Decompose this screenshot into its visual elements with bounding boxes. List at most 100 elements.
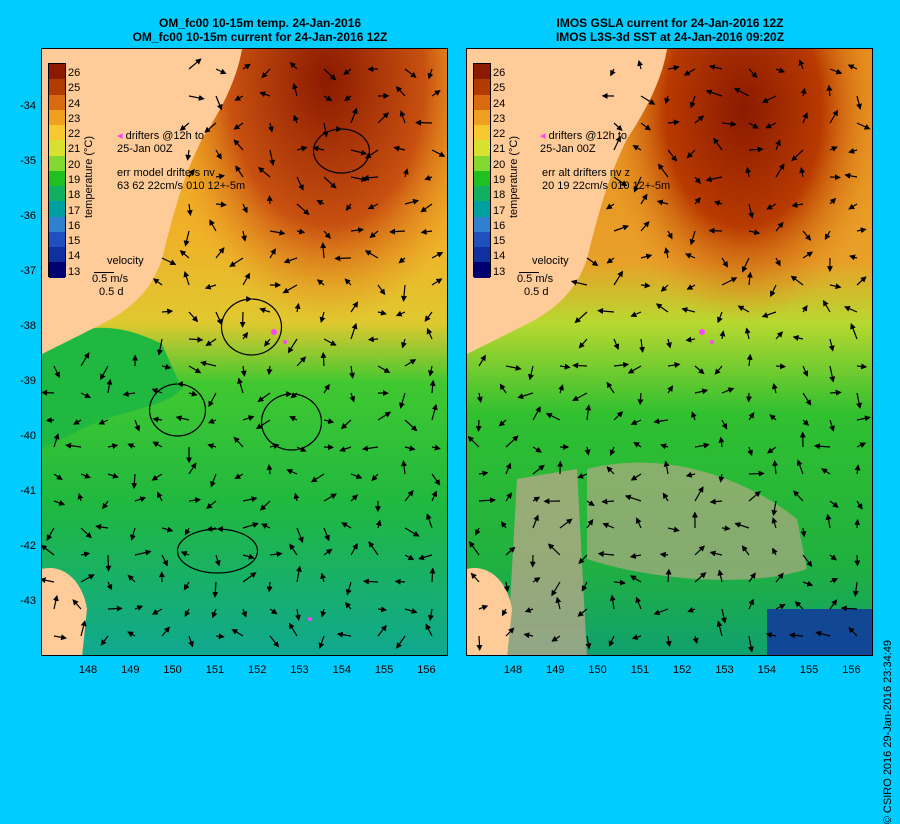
velocity-arrow — [270, 196, 271, 204]
colorbar-tick-label: 25 — [493, 83, 505, 94]
colorbar-swatch — [49, 262, 65, 277]
y-tick-label: -38 — [2, 320, 36, 332]
colorbar-swatch — [49, 171, 65, 186]
err-line1-right: err alt drifters nv z — [542, 167, 670, 180]
colorbar-tick-label: 20 — [68, 160, 80, 171]
colorbar-tick-label: 23 — [68, 114, 80, 125]
colorbar-swatch — [49, 125, 65, 140]
velocity-arrow — [573, 365, 587, 366]
x-tick-label: 153 — [285, 664, 315, 676]
colorbar-tick-label: 19 — [68, 175, 80, 186]
colorbar-right — [473, 63, 491, 277]
colorbar-swatch — [49, 232, 65, 247]
x-tick-label: 153 — [710, 664, 740, 676]
x-tick-label: 148 — [73, 664, 103, 676]
x-tick-label: 150 — [158, 664, 188, 676]
colorbar-tick-label: 14 — [493, 251, 505, 262]
y-tick-label: -39 — [2, 375, 36, 387]
colorbar-tick-label: 20 — [493, 160, 505, 171]
colorbar-tick-label: 14 — [68, 251, 80, 262]
err-line2-right: 20 19 22cm/s 010 12+-5m — [542, 180, 670, 193]
right-map-panel — [466, 48, 873, 656]
colorbar-tick-label: 15 — [493, 236, 505, 247]
velocity-arrow — [416, 123, 432, 124]
x-tick-label: 151 — [625, 664, 655, 676]
err-line2-left: 63 62 22cm/s 010 12+-5m — [117, 180, 245, 193]
velocity-arrow — [857, 555, 858, 565]
err-note-left: err model drifters nv 63 62 22cm/s 010 1… — [117, 167, 245, 193]
velocity-speed-right: 0.5 m/s — [517, 273, 569, 286]
colorbar-tick-label: 19 — [493, 175, 505, 186]
colorbar-tick-label: 13 — [68, 267, 80, 278]
x-tick-label: 151 — [200, 664, 230, 676]
colorbar-swatch — [49, 64, 65, 79]
copyright-stamp: © CSIRO 2016 29-Jan-2016 23:34:49 — [882, 640, 894, 824]
x-tick-label: 155 — [794, 664, 824, 676]
velocity-label-right: velocity — [517, 255, 569, 268]
right-map — [467, 49, 873, 656]
colorbar-tick-label: 22 — [68, 129, 80, 140]
drifters-line2-left: 25-Jan 00Z — [117, 143, 204, 156]
y-tick-label: -43 — [2, 595, 36, 607]
colorbar-tick-label: 22 — [493, 129, 505, 140]
colorbar-tick-label: 17 — [493, 206, 505, 217]
left-title-line2: OM_fc00 10-15m current for 24-Jan-2016 1… — [60, 30, 460, 44]
drifters-note-left: ◂ drifters @12h to 25-Jan 00Z — [117, 130, 204, 156]
colorbar-left — [48, 63, 66, 277]
colorbar-swatch — [474, 156, 490, 171]
colorbar-swatch — [474, 171, 490, 186]
velocity-arrow — [722, 528, 729, 529]
colorbar-swatch — [474, 247, 490, 262]
x-tick-label: 148 — [498, 664, 528, 676]
colorbar-swatch — [49, 79, 65, 94]
colorbar-swatch — [49, 217, 65, 232]
y-tick-label: -41 — [2, 485, 36, 497]
velocity-arrow — [749, 473, 764, 474]
velocity-key-left: velocity 0.5 m/s 0.5 d — [92, 255, 144, 299]
velocity-arrow — [479, 636, 480, 650]
left-map — [42, 49, 448, 656]
colorbar-left-title: temperature (°C) — [83, 136, 95, 218]
velocity-arrow — [661, 554, 668, 555]
velocity-arrow — [108, 555, 109, 571]
x-tick-label: 156 — [836, 664, 866, 676]
x-tick-label: 152 — [667, 664, 697, 676]
velocity-arrow — [857, 520, 858, 528]
drifters-line1-left: drifters @12h to — [126, 130, 204, 142]
x-tick-label: 149 — [540, 664, 570, 676]
velocity-arrow — [603, 501, 615, 502]
colorbar-swatch — [49, 95, 65, 110]
velocity-arrow — [243, 312, 244, 327]
colorbar-tick-label: 17 — [68, 206, 80, 217]
colorbar-swatch — [474, 110, 490, 125]
drifters-note-right: ◂ drifters @12h to 25-Jan 00Z — [540, 130, 627, 156]
colorbar-tick-label: 24 — [68, 99, 80, 110]
x-tick-label: 150 — [583, 664, 613, 676]
deep-cold-patch-right — [767, 609, 873, 656]
velocity-time-right: 0.5 d — [517, 286, 569, 299]
drifters-line1-right: drifters @12h to — [549, 130, 627, 142]
colorbar-swatch — [49, 156, 65, 171]
x-tick-label: 154 — [752, 664, 782, 676]
err-line1-left: err model drifters nv — [117, 167, 245, 180]
colorbar-swatch — [474, 217, 490, 232]
velocity-arrow — [478, 420, 479, 431]
right-title-line1: IMOS GSLA current for 24-Jan-2016 12Z — [470, 16, 870, 30]
velocity-arrow — [108, 608, 122, 609]
colorbar-right-title: temperature (°C) — [508, 136, 520, 218]
colorbar-tick-label: 15 — [68, 236, 80, 247]
colorbar-swatch — [49, 201, 65, 216]
y-tick-label: -40 — [2, 430, 36, 442]
y-tick-label: -34 — [2, 100, 36, 112]
colorbar-tick-label: 13 — [493, 267, 505, 278]
colorbar-swatch — [49, 186, 65, 201]
x-tick-label: 152 — [242, 664, 272, 676]
colorbar-swatch — [474, 186, 490, 201]
x-tick-label: 156 — [411, 664, 441, 676]
colorbar-tick-label: 16 — [68, 221, 80, 232]
y-tick-label: -42 — [2, 540, 36, 552]
colorbar-tick-label: 21 — [493, 144, 505, 155]
y-tick-label: -37 — [2, 265, 36, 277]
x-tick-label: 149 — [115, 664, 145, 676]
velocity-arrow — [216, 636, 224, 637]
